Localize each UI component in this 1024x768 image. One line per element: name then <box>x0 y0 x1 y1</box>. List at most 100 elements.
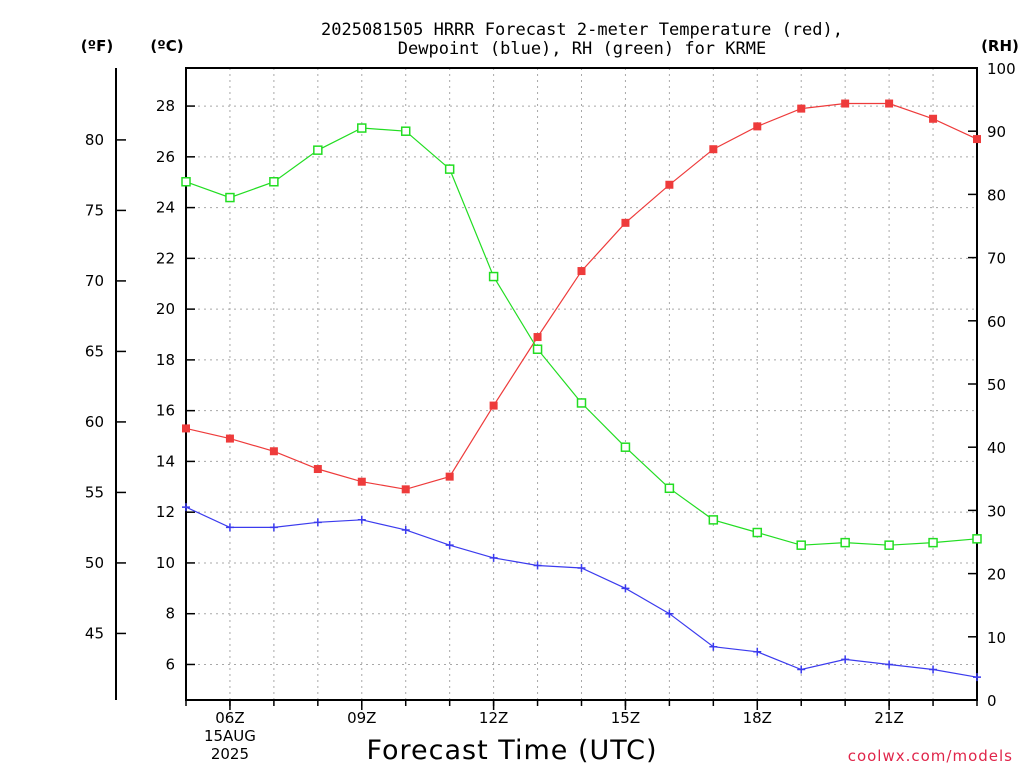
dewpoint-point <box>929 665 938 674</box>
rh-tick-label: 10 <box>987 629 1006 647</box>
x-tick-label: 12Z <box>479 709 508 727</box>
dewpoint-point <box>533 561 542 570</box>
temperature-point <box>709 145 718 154</box>
dewpoint-point <box>401 525 410 534</box>
rh-point <box>357 123 367 133</box>
rh-tick-label: 100 <box>987 60 1016 78</box>
x-tick-label: 09Z <box>347 709 376 727</box>
axis-ticks: 6 8 10 12 14 16 18 20 22 24 26 28 45 50 55 60 65 70 75 80 0 1… <box>85 60 1016 763</box>
rh-point <box>972 534 982 544</box>
x-axis-label: Forecast Time (UTC) <box>366 735 657 766</box>
fahrenheit-tick-label: 75 <box>85 201 104 219</box>
rh-point <box>313 145 323 155</box>
dewpoint-point <box>709 642 718 651</box>
dewpoint-point <box>489 553 498 562</box>
rh-point <box>620 442 631 452</box>
rh-point <box>225 192 235 203</box>
dewpoint-point <box>621 584 630 593</box>
temperature-point <box>445 472 454 481</box>
rh-tick-label: 60 <box>987 313 1006 331</box>
grid-lines <box>186 68 977 700</box>
rh-point <box>884 540 894 550</box>
dewpoint-point <box>841 655 850 664</box>
rh-tick-label: 0 <box>987 692 997 710</box>
celsius-tick-label: 6 <box>165 655 175 673</box>
temperature-point <box>489 401 498 410</box>
temperature-point <box>401 485 410 494</box>
dewpoint-point <box>577 564 586 573</box>
x-tick-year-label: 2025 <box>211 745 249 763</box>
celsius-unit-label: (ºC) <box>150 37 183 55</box>
rh-point <box>181 177 191 187</box>
rh-tick-label: 40 <box>987 439 1006 457</box>
dewpoint-point <box>973 673 981 682</box>
rh-point <box>532 344 543 354</box>
temperature-point <box>797 104 806 113</box>
dewpoint-point <box>665 609 674 618</box>
temperature-point <box>929 114 938 123</box>
temperature-point <box>885 99 894 108</box>
rh-point <box>444 164 455 174</box>
x-tick-date-label: 15AUG <box>204 727 256 745</box>
fahrenheit-unit-label: (ºF) <box>81 37 113 55</box>
rh-tick-label: 90 <box>987 123 1006 141</box>
temperature-point <box>841 99 850 108</box>
rh-point <box>576 398 587 408</box>
chart-title-line2: Dewpoint (blue), RH (green) for KRME <box>398 39 766 59</box>
rh-tick-label: 30 <box>987 502 1006 520</box>
dewpoint-point <box>753 647 762 656</box>
temperature-point <box>973 135 981 144</box>
dewpoint-point <box>225 523 234 532</box>
plot-frame <box>185 67 978 701</box>
dewpoint-point <box>885 660 894 669</box>
temperature-point <box>269 447 278 456</box>
fahrenheit-tick-label: 60 <box>85 413 104 431</box>
temperature-point <box>313 465 322 474</box>
data-series <box>181 99 982 682</box>
celsius-tick-label: 20 <box>156 300 175 318</box>
celsius-tick-label: 16 <box>156 402 175 420</box>
rh-point <box>708 515 719 525</box>
fahrenheit-tick-label: 55 <box>85 483 104 501</box>
fahrenheit-tick-label: 45 <box>85 624 104 642</box>
rh-tick-label: 20 <box>987 566 1006 584</box>
x-tick-label: 18Z <box>743 709 772 727</box>
rh-point <box>488 271 499 282</box>
temperature-point <box>665 180 674 189</box>
x-tick-label: 06Z <box>215 709 244 727</box>
fahrenheit-tick-label: 65 <box>85 342 104 360</box>
rh-point <box>664 483 675 494</box>
temperature-point <box>533 333 542 342</box>
fahrenheit-tick-label: 50 <box>85 554 104 572</box>
celsius-tick-label: 10 <box>156 554 175 572</box>
x-tick-label: 15Z <box>611 709 640 727</box>
rh-point <box>796 540 806 550</box>
rh-point <box>840 537 850 548</box>
celsius-tick-label: 12 <box>156 503 175 521</box>
dewpoint-point <box>182 503 190 512</box>
rh-tick-label: 70 <box>987 250 1006 268</box>
celsius-tick-label: 24 <box>156 199 175 217</box>
rh-point <box>752 527 763 538</box>
x-tick-label: 21Z <box>874 709 903 727</box>
temperature-point <box>577 267 586 276</box>
rh-point <box>928 537 938 548</box>
rh-tick-label: 80 <box>987 186 1006 204</box>
chart-title-line1: 2025081505 HRRR Forecast 2-meter Tempera… <box>321 20 843 40</box>
temperature-point <box>225 434 234 443</box>
celsius-tick-label: 28 <box>156 97 175 115</box>
celsius-tick-label: 14 <box>156 452 175 470</box>
credit-text: coolwx.com/models <box>848 747 1013 765</box>
dewpoint-point <box>313 518 322 527</box>
fahrenheit-tick-label: 80 <box>85 131 104 149</box>
rh-unit-label: (RH) <box>981 37 1019 55</box>
rh-point <box>269 177 279 187</box>
rh-point <box>400 126 411 136</box>
celsius-tick-label: 22 <box>156 249 175 267</box>
temperature-point <box>357 477 366 486</box>
dewpoint-point <box>357 515 366 524</box>
dewpoint-point <box>269 523 278 532</box>
dewpoint-point <box>445 541 454 550</box>
temperature-point <box>753 122 762 131</box>
